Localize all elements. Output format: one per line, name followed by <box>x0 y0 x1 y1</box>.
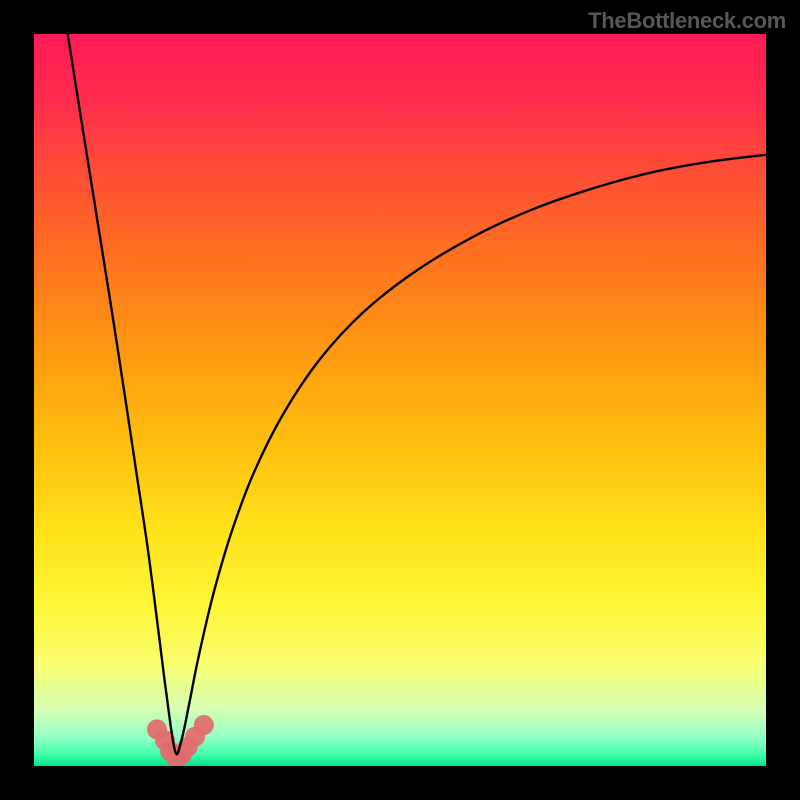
marker-dot <box>194 715 214 735</box>
bottleneck-chart: TheBottleneck.com <box>0 0 800 800</box>
plot-background <box>34 34 766 766</box>
watermark-text: TheBottleneck.com <box>588 8 786 34</box>
chart-svg <box>0 0 800 800</box>
